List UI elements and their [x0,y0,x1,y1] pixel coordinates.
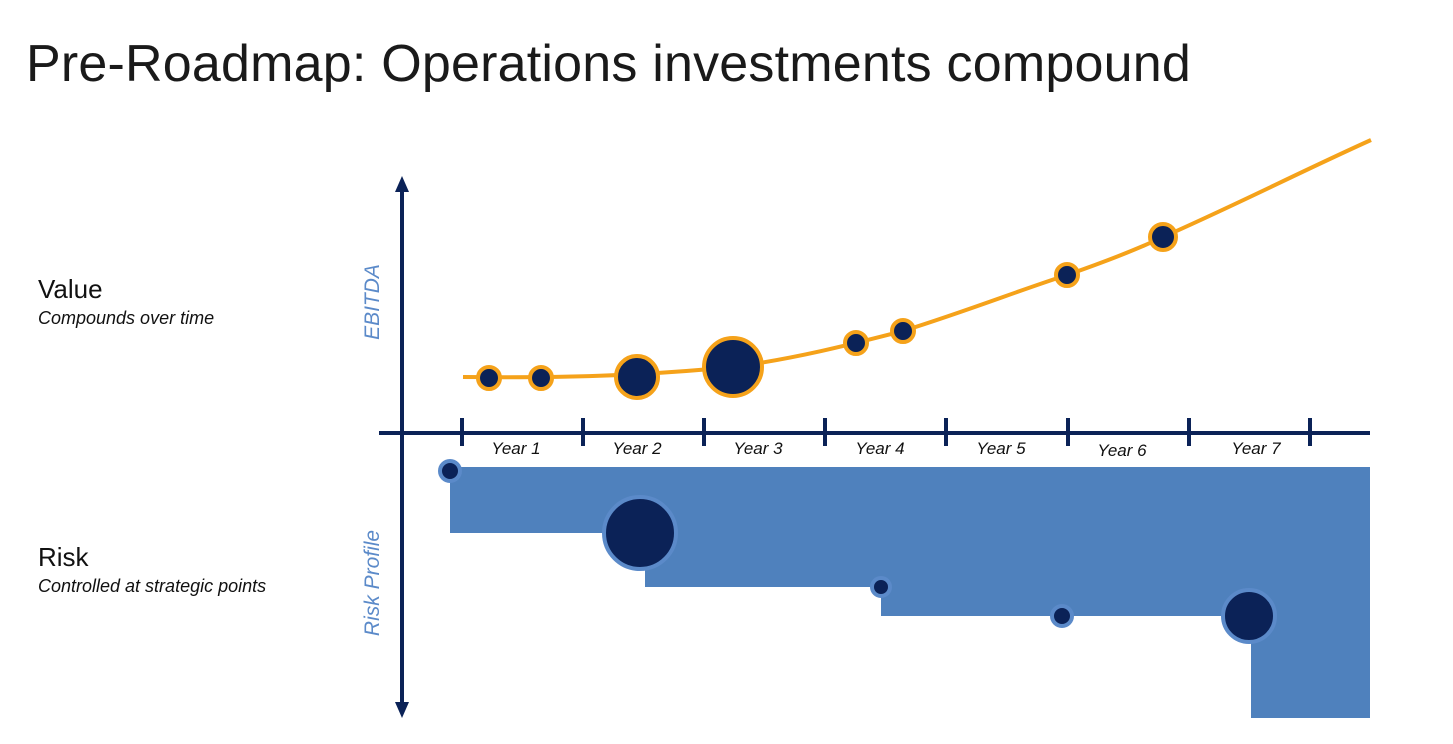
ebitda-axis-label: EBITDA [361,264,384,340]
value-markers [476,222,1178,400]
risk-marker [870,576,892,598]
risk-markers [438,459,1277,644]
year-label-6: Year 6 [1097,441,1147,460]
axis-arrow-up-icon [395,176,409,192]
risk-marker [1221,588,1277,644]
year-label-5: Year 5 [976,439,1026,458]
axis-arrow-down-icon [395,702,409,718]
timeline-axis [379,418,1370,446]
year-label-3: Year 3 [733,439,783,458]
risk-profile-area [450,467,1370,718]
year-label-1: Year 1 [491,439,540,458]
value-marker [843,330,869,356]
risk-subtitle: Controlled at strategic points [38,576,267,596]
risk-marker [602,495,678,571]
risk-profile-axis-label: Risk Profile [361,530,384,636]
value-subtitle: Compounds over time [38,308,215,328]
value-marker [528,365,554,391]
year-label-2: Year 2 [612,439,662,458]
value-marker [1148,222,1178,252]
page-title: Pre-Roadmap: Operations investments comp… [26,35,1191,93]
value-section: Value Compounds over time [38,274,214,329]
year-labels: Year 1 Year 2 Year 3 Year 4 Year 5 Year … [491,439,1281,460]
risk-marker [1050,604,1074,628]
year-label-4: Year 4 [855,439,904,458]
year-label-7: Year 7 [1231,439,1281,458]
value-marker [1054,262,1080,288]
risk-heading: Risk [38,542,89,572]
value-marker [890,318,916,344]
value-marker [476,365,502,391]
risk-marker [438,459,462,483]
risk-section: Risk Controlled at strategic points [38,542,266,597]
value-marker [614,354,660,400]
value-heading: Value [38,274,103,304]
value-curve [462,138,1372,380]
value-marker [702,336,764,398]
vertical-axis [395,176,409,718]
